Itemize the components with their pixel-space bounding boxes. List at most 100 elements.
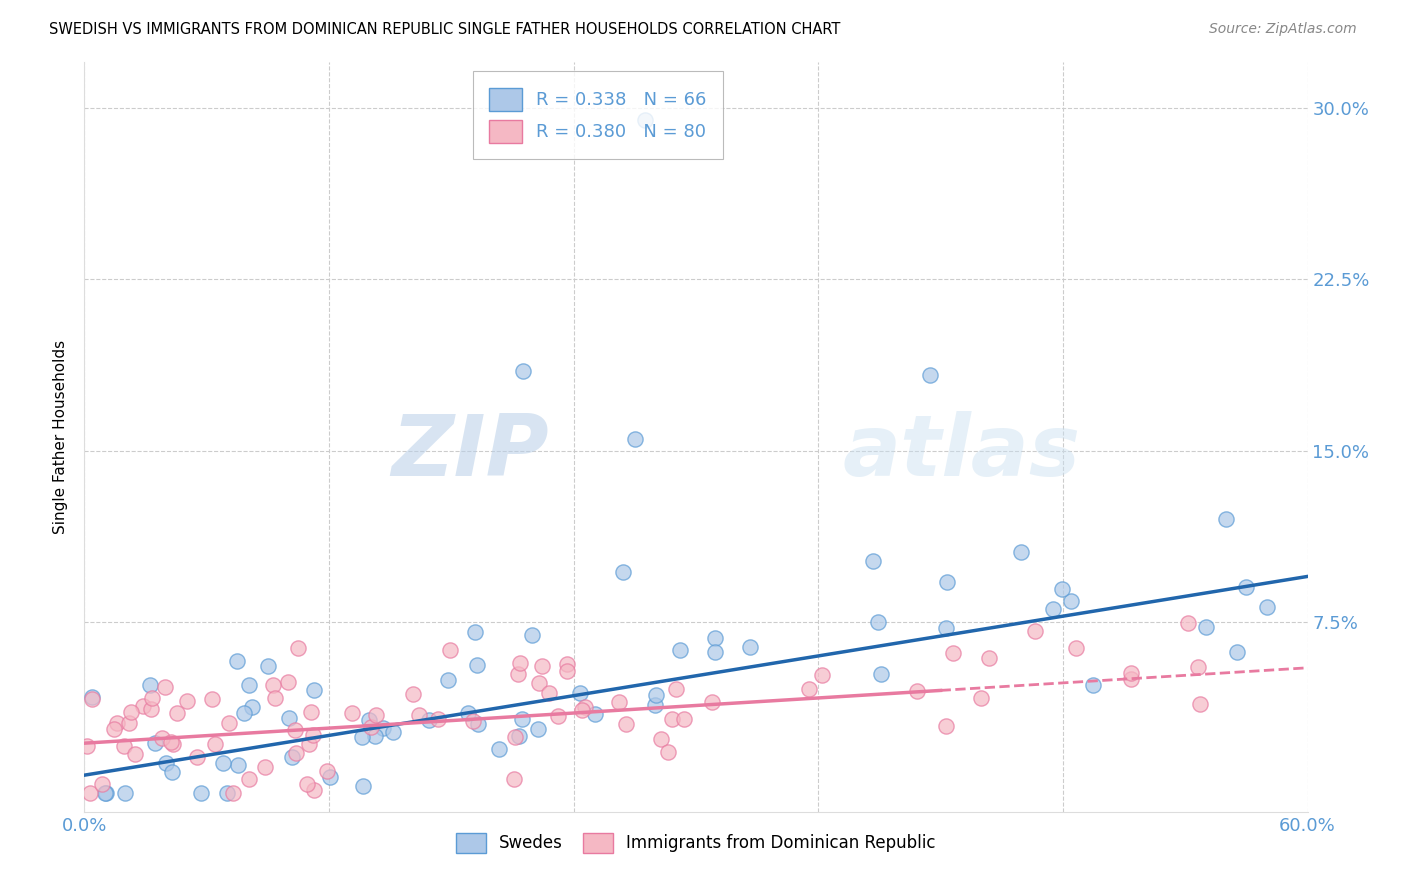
- Point: [607, 695, 630, 709]
- Point: [467, 717, 489, 731]
- Point: [510, 712, 533, 726]
- Point: [583, 706, 606, 721]
- Point: [650, 731, 672, 746]
- Point: [132, 698, 155, 713]
- Point: [1121, 672, 1143, 686]
- Point: [80, 691, 103, 706]
- Point: [1060, 593, 1083, 607]
- Point: [1024, 624, 1046, 638]
- Point: [1256, 599, 1278, 614]
- Text: SWEDISH VS IMMIGRANTS FROM DOMINICAN REPUBLIC SINGLE FATHER HOUSEHOLDS CORRELATI: SWEDISH VS IMMIGRANTS FROM DOMINICAN REP…: [49, 22, 841, 37]
- Point: [870, 667, 893, 681]
- Point: [262, 678, 284, 692]
- Text: ZIP: ZIP: [391, 410, 550, 493]
- Point: [669, 642, 692, 657]
- Point: [238, 772, 260, 786]
- Point: [364, 729, 387, 743]
- Point: [79, 787, 101, 801]
- Point: [264, 691, 287, 706]
- Point: [530, 659, 553, 673]
- Point: [488, 742, 510, 756]
- Point: [285, 746, 308, 760]
- Point: [520, 628, 543, 642]
- Point: [935, 621, 957, 635]
- Point: [93, 787, 115, 801]
- Point: [76, 739, 98, 753]
- Point: [665, 682, 688, 697]
- Point: [155, 756, 177, 770]
- Point: [319, 770, 342, 784]
- Point: [118, 715, 141, 730]
- Point: [381, 725, 404, 739]
- Point: [508, 667, 530, 681]
- Point: [527, 676, 550, 690]
- Point: [569, 686, 592, 700]
- Point: [340, 706, 363, 721]
- Point: [257, 659, 280, 673]
- Point: [740, 640, 762, 655]
- Point: [970, 691, 993, 706]
- Point: [574, 700, 596, 714]
- Point: [512, 364, 534, 378]
- Point: [547, 708, 569, 723]
- Point: [464, 625, 486, 640]
- Point: [704, 645, 727, 659]
- Point: [90, 777, 112, 791]
- Point: [509, 656, 531, 670]
- Point: [233, 706, 256, 720]
- Point: [281, 750, 304, 764]
- Point: [1119, 665, 1142, 680]
- Point: [120, 705, 142, 719]
- Point: [402, 687, 425, 701]
- Point: [862, 553, 884, 567]
- Point: [253, 760, 276, 774]
- Point: [868, 615, 890, 629]
- Point: [298, 737, 321, 751]
- Point: [316, 764, 339, 779]
- Point: [437, 673, 460, 687]
- Point: [211, 756, 233, 771]
- Point: [304, 783, 326, 797]
- Point: [162, 764, 184, 779]
- Text: Source: ZipAtlas.com: Source: ZipAtlas.com: [1209, 22, 1357, 37]
- Point: [418, 714, 440, 728]
- Point: [465, 658, 488, 673]
- Point: [935, 575, 957, 590]
- Point: [426, 713, 449, 727]
- Point: [302, 728, 325, 742]
- Point: [1066, 641, 1088, 656]
- Point: [1187, 660, 1209, 674]
- Point: [624, 433, 647, 447]
- Point: [373, 722, 395, 736]
- Point: [217, 787, 239, 801]
- Point: [1010, 545, 1032, 559]
- Point: [657, 745, 679, 759]
- Point: [502, 772, 524, 787]
- Point: [704, 631, 727, 645]
- Point: [190, 787, 212, 801]
- Point: [96, 787, 118, 801]
- Point: [201, 691, 224, 706]
- Point: [661, 712, 683, 726]
- Point: [284, 723, 307, 738]
- Point: [614, 717, 637, 731]
- Point: [1042, 602, 1064, 616]
- Point: [105, 716, 128, 731]
- Point: [124, 747, 146, 761]
- Point: [673, 712, 696, 726]
- Point: [408, 707, 430, 722]
- Point: [799, 682, 821, 697]
- Point: [644, 698, 666, 712]
- Point: [302, 682, 325, 697]
- Point: [176, 694, 198, 708]
- Point: [537, 686, 560, 700]
- Point: [150, 731, 173, 745]
- Point: [439, 643, 461, 657]
- Point: [555, 664, 578, 678]
- Legend: Swedes, Immigrants from Dominican Republic: Swedes, Immigrants from Dominican Republ…: [450, 826, 942, 860]
- Point: [1081, 678, 1104, 692]
- Point: [240, 700, 263, 714]
- Point: [299, 706, 322, 720]
- Point: [162, 737, 184, 751]
- Point: [920, 368, 942, 383]
